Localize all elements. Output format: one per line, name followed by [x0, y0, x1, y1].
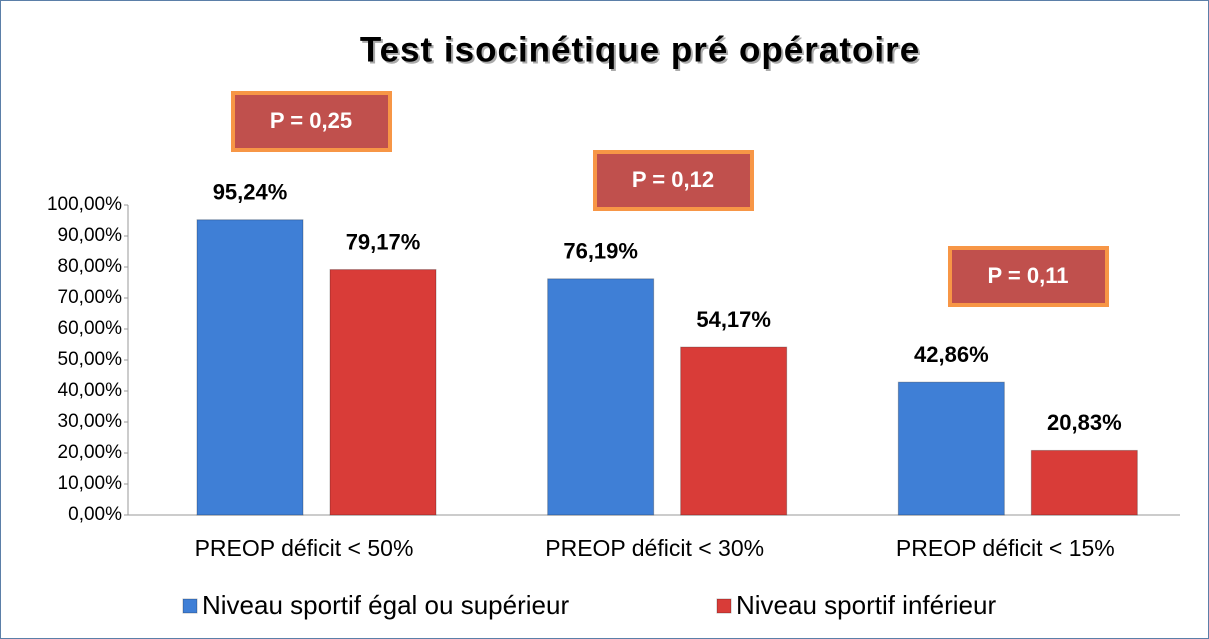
y-tick-label: 100,00%: [47, 194, 122, 215]
bar: [1030, 449, 1138, 516]
y-tick-label: 40,00%: [58, 380, 123, 401]
data-label: 20,83%: [1047, 410, 1122, 435]
y-tick-label: 70,00%: [58, 287, 123, 308]
x-tick-label: PREOP déficit < 50%: [195, 535, 414, 561]
data-label: 76,19%: [563, 239, 638, 264]
bar: [329, 269, 437, 516]
y-tick-label: 90,00%: [58, 225, 123, 246]
y-tick-label: 20,00%: [58, 442, 123, 463]
legend-label: Niveau sportif inférieur: [736, 590, 996, 620]
bar: [680, 346, 788, 516]
annotation: P = 0,12: [632, 167, 714, 192]
y-tick-label: 30,00%: [58, 411, 123, 432]
annotation: P = 0,11: [988, 263, 1069, 288]
chart-title-shadow: Test isocinétique pré opératoire: [362, 32, 922, 71]
annotation-box: [948, 246, 1109, 307]
data-label: 95,24%: [213, 180, 288, 205]
y-tick-label: 60,00%: [58, 318, 123, 339]
legend-marker: [182, 598, 198, 614]
x-tick-label: PREOP déficit < 15%: [896, 535, 1115, 561]
bar: [196, 219, 304, 516]
legend-label: Niveau sportif égal ou supérieur: [202, 590, 569, 620]
bar: [897, 381, 1005, 516]
annotation: P = 0,25: [270, 108, 352, 133]
data-label: 54,17%: [696, 307, 771, 332]
x-tick-label: PREOP déficit < 30%: [545, 535, 764, 561]
y-tick-label: 0,00%: [68, 504, 122, 525]
y-tick-label: 10,00%: [58, 473, 123, 494]
legend-marker: [716, 598, 732, 614]
annotation-box: [231, 91, 392, 152]
y-tick-label: 50,00%: [58, 349, 123, 370]
chart-title: Test isocinétique pré opératoire: [360, 30, 920, 69]
data-label: 42,86%: [914, 342, 989, 367]
annotation-box: [593, 150, 754, 211]
bar: [547, 278, 655, 516]
data-label: 79,17%: [346, 229, 421, 254]
y-tick-label: 80,00%: [58, 256, 123, 277]
